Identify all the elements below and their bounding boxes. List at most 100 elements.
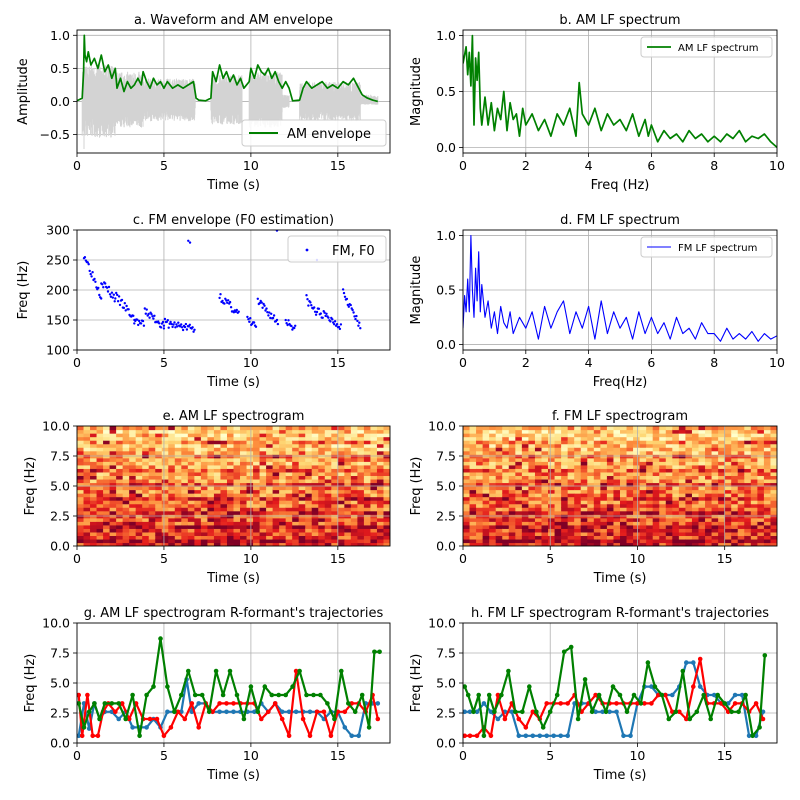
heatmap-cell: [744, 479, 751, 483]
heatmap-cell: [136, 458, 143, 462]
heatmap-cell: [476, 493, 483, 497]
heatmap-cell: [325, 437, 332, 441]
heatmap-cell: [770, 433, 777, 437]
heatmap-cell: [194, 447, 201, 451]
heatmap-cell: [646, 444, 653, 448]
heatmap-cell: [470, 490, 477, 494]
heatmap-cell: [640, 511, 647, 515]
heatmap-cell: [325, 490, 332, 494]
heatmap-cell: [535, 479, 542, 483]
heatmap-cell: [299, 440, 306, 444]
heatmap-cell: [155, 539, 162, 543]
heatmap-cell: [168, 532, 175, 536]
heatmap-cell: [764, 497, 771, 501]
heatmap-cell: [103, 493, 110, 497]
f0-point: [94, 281, 96, 283]
heatmap-cell: [90, 451, 97, 455]
x-tick-label: 0: [459, 748, 467, 763]
heatmap-cell: [600, 472, 607, 476]
series-marker: [482, 701, 487, 706]
f0-point: [117, 300, 119, 302]
heatmap-cell: [718, 447, 725, 451]
heatmap-cell: [227, 440, 234, 444]
heatmap-cell: [351, 493, 358, 497]
heatmap-cell: [142, 504, 149, 508]
heatmap-cell: [142, 511, 149, 515]
heatmap-cell: [712, 535, 719, 539]
heatmap-cell: [463, 468, 470, 472]
heatmap-cell: [548, 490, 555, 494]
heatmap-cell: [613, 511, 620, 515]
heatmap-cell: [129, 493, 136, 497]
heatmap-cell: [149, 465, 156, 469]
heatmap-cell: [620, 518, 627, 522]
heatmap-cell: [561, 511, 568, 515]
heatmap-cell: [351, 528, 358, 532]
heatmap-cell: [542, 430, 549, 434]
heatmap-cell: [502, 497, 509, 501]
heatmap-cell: [705, 490, 712, 494]
series-marker: [196, 701, 201, 706]
plot-area: [463, 426, 778, 547]
heatmap-cell: [227, 472, 234, 476]
heatmap-cell: [738, 528, 745, 532]
heatmap-cell: [253, 465, 260, 469]
heatmap-cell: [659, 461, 666, 465]
heatmap-cell: [305, 518, 312, 522]
heatmap-cell: [142, 433, 149, 437]
heatmap-cell: [370, 451, 377, 455]
heatmap-cell: [548, 451, 555, 455]
heatmap-cell: [162, 486, 169, 490]
heatmap-cell: [220, 472, 227, 476]
heatmap-cell: [116, 437, 123, 441]
heatmap-cell: [705, 468, 712, 472]
heatmap-cell: [279, 451, 286, 455]
heatmap-cell: [646, 539, 653, 543]
heatmap-cell: [522, 447, 529, 451]
heatmap-cell: [383, 518, 390, 522]
f0-point: [261, 307, 263, 309]
heatmap-cell: [659, 518, 666, 522]
heatmap-cell: [653, 507, 660, 511]
heatmap-cell: [351, 497, 358, 501]
heatmap-cell: [470, 479, 477, 483]
series-marker: [283, 693, 288, 698]
heatmap-cell: [463, 451, 470, 455]
series-marker: [503, 717, 508, 722]
heatmap-cell: [496, 525, 503, 529]
heatmap-cell: [483, 497, 490, 501]
heatmap-cell: [247, 518, 254, 522]
heatmap-cell: [84, 521, 91, 525]
heatmap-cell: [240, 475, 247, 479]
heatmap-cell: [744, 468, 751, 472]
f0-point: [84, 256, 86, 258]
heatmap-cell: [155, 528, 162, 532]
heatmap-cell: [653, 490, 660, 494]
y-tick-label: 2.5: [436, 509, 456, 524]
heatmap-cell: [234, 486, 241, 490]
heatmap-cell: [357, 433, 364, 437]
heatmap-cell: [155, 511, 162, 515]
heatmap-cell: [594, 468, 601, 472]
heatmap-cell: [692, 511, 699, 515]
heatmap-cell: [325, 465, 332, 469]
heatmap-cell: [234, 426, 241, 430]
heatmap-cell: [357, 504, 364, 508]
heatmap-cell: [377, 507, 384, 511]
series-marker: [367, 725, 372, 730]
heatmap-cell: [470, 440, 477, 444]
heatmap-cell: [607, 468, 614, 472]
heatmap-cell: [666, 475, 673, 479]
heatmap-cell: [738, 451, 745, 455]
heatmap-cell: [253, 500, 260, 504]
heatmap-cell: [247, 525, 254, 529]
series-marker: [534, 710, 539, 715]
heatmap-cell: [646, 535, 653, 539]
chart-title: f. FM LF spectrogram: [552, 409, 688, 424]
heatmap-cell: [764, 525, 771, 529]
series-marker: [597, 693, 602, 698]
heatmap-cell: [312, 528, 319, 532]
x-tick-label: 10: [769, 355, 785, 370]
heatmap-cell: [162, 518, 169, 522]
f0-point: [114, 300, 116, 302]
